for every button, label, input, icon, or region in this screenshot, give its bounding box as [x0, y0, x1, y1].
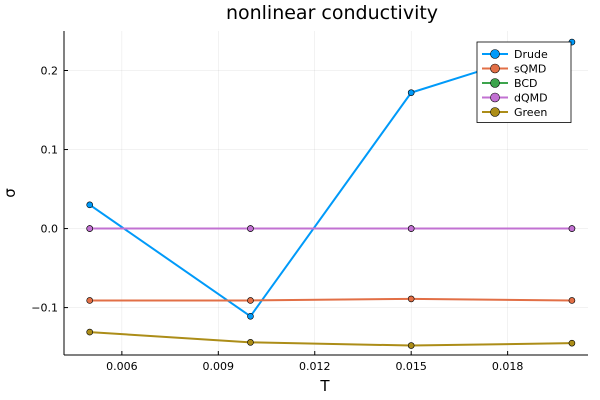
- legend-label-drude: Drude: [514, 48, 548, 61]
- data-point-drude: [86, 201, 94, 209]
- legend-label-bcd: BCD: [514, 77, 538, 90]
- x-tick-label: 0.015: [395, 360, 427, 373]
- legend-marker-sqmd: [490, 63, 500, 74]
- y-tick-label: 0.0: [41, 223, 59, 236]
- data-point-drude: [407, 89, 415, 96]
- data-point-dqmd: [568, 225, 576, 232]
- y-tick-label: 0.2: [41, 65, 59, 78]
- data-point-green: [86, 328, 94, 336]
- x-tick-label: 0.018: [492, 360, 524, 373]
- data-point-green: [568, 339, 576, 347]
- series-line-sqmd: [89, 297, 572, 302]
- legend-marker-bcd: [490, 78, 500, 88]
- data-point-green: [407, 342, 415, 349]
- data-point-sqmd: [86, 297, 94, 304]
- y-tick-label: 0.1: [41, 144, 59, 157]
- legend-marker-green: [490, 107, 500, 117]
- data-point-sqmd: [247, 297, 254, 304]
- series-layer: [86, 38, 576, 349]
- legend-label-green: Green: [514, 106, 547, 119]
- x-axis-label: T: [319, 377, 330, 395]
- x-tick-label: 0.006: [106, 360, 138, 373]
- x-tick-label: 0.009: [203, 360, 235, 373]
- y-axis-label: σ: [1, 188, 19, 198]
- x-tick-label: 0.012: [299, 360, 331, 373]
- ticks: 0.006 0.009 0.012 0.015 0.018 −0.1 0.0 0.1 0.2: [31, 65, 523, 373]
- series-line-green: [89, 331, 572, 347]
- legend-label-sqmd: sQMD: [514, 63, 546, 76]
- data-point-sqmd: [407, 295, 415, 303]
- data-point-green: [247, 339, 254, 346]
- data-point-drude: [247, 312, 254, 320]
- legend-label-dqmd: dQMD: [514, 92, 548, 105]
- chart-title: nonlinear conductivity: [226, 2, 438, 24]
- axes: [63, 31, 588, 356]
- legend-marker-dqmd: [490, 92, 500, 103]
- y-tick-label: −0.1: [31, 302, 58, 315]
- data-point-dqmd: [407, 225, 415, 232]
- data-point-sqmd: [568, 297, 576, 304]
- legend-marker-drude: [490, 49, 500, 59]
- data-point-dqmd: [86, 225, 94, 232]
- data-point-dqmd: [247, 225, 254, 232]
